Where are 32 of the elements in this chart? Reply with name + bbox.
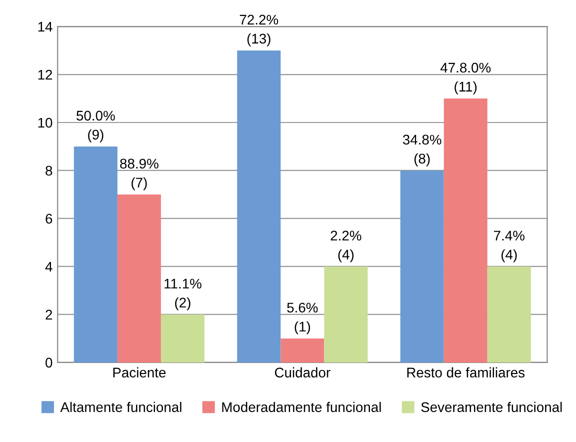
bar	[444, 98, 488, 362]
x-tick-label: Resto de familiares	[407, 367, 525, 378]
data-label: 72.2% (13)	[240, 14, 278, 46]
bar	[117, 194, 161, 362]
y-tick-label: 14	[38, 22, 52, 32]
bar	[74, 146, 118, 362]
y-tick-label: 12	[38, 70, 52, 80]
data-label: 88.9% (7)	[120, 158, 158, 190]
x-tick-label: Paciente	[113, 367, 166, 378]
bar	[280, 338, 324, 362]
y-tick-label: 8	[46, 166, 52, 176]
bar	[400, 170, 444, 362]
y-tick-label: 0	[46, 358, 52, 368]
y-tick-label: 10	[38, 118, 52, 128]
legend-label: Moderadamente funcional	[222, 402, 381, 412]
legend-label: Altamente funcional	[60, 402, 182, 412]
bar	[160, 314, 204, 362]
bar	[487, 266, 531, 362]
data-label: 50.0% (9)	[76, 110, 115, 142]
bar	[324, 266, 368, 362]
legend-label: Severamente funcional	[421, 402, 562, 412]
data-label: 34.8% (8)	[402, 134, 442, 166]
bar	[237, 50, 281, 362]
y-tick-label: 6	[46, 214, 52, 224]
data-label: 11.1% (2)	[164, 278, 202, 310]
data-label: 47.8.0% (11)	[440, 62, 491, 94]
x-tick-label: Cuidador	[274, 367, 330, 378]
data-label: 2.2% (4)	[330, 230, 362, 262]
y-tick-label: 2	[46, 310, 52, 320]
data-label: 7.4% (4)	[494, 230, 524, 262]
data-label: 5.6% (1)	[287, 302, 318, 334]
y-tick-label: 4	[45, 262, 52, 272]
